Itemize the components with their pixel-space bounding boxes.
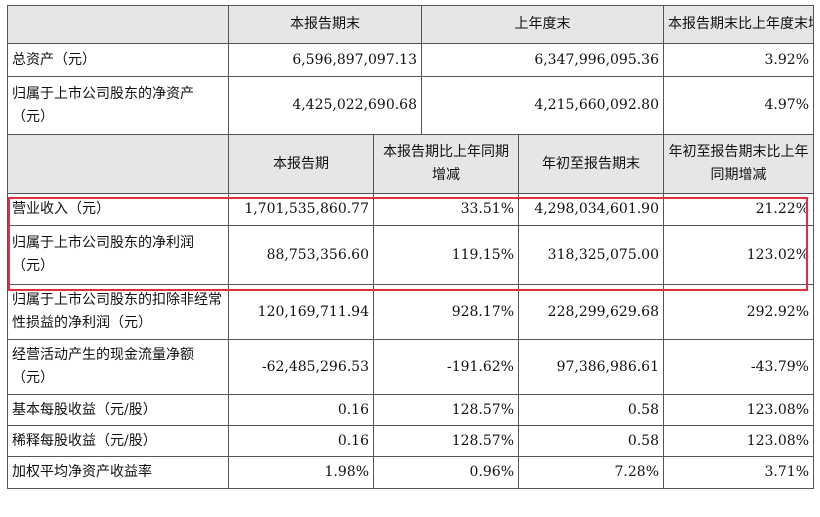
cell-value: 128.57%: [373, 394, 519, 426]
cell-value: 4.97%: [663, 76, 814, 135]
row-label: 总资产（元）: [7, 43, 229, 77]
row-label: 归属于上市公司股东的扣除非经常性损益的净利润（元）: [7, 284, 229, 340]
table-row: 经营活动产生的现金流量净额（元） -62,485,296.53 -191.62%…: [7, 339, 814, 395]
cell-value: 0.58: [518, 425, 664, 457]
cell-value: -43.79%: [663, 339, 814, 395]
table-row: 归属于上市公司股东的净利润（元） 88,753,356.60 119.15% 3…: [7, 225, 814, 285]
header-ytd: 年初至报告期末: [518, 134, 664, 194]
cell-value: 0.58: [518, 394, 664, 426]
row-label: 营业收入（元）: [7, 193, 229, 226]
mid-header-row: 本报告期 本报告期比上年同期增减 年初至报告期末 年初至报告期末比上年同期增减: [7, 134, 814, 194]
empty-header-cell: [7, 134, 229, 194]
cell-value: 292.92%: [663, 284, 814, 340]
row-label: 稀释每股收益（元/股）: [7, 425, 229, 457]
cell-value: 0.16: [228, 394, 374, 426]
cell-value: 120,169,711.94: [228, 284, 374, 340]
cell-value: 228,299,629.68: [518, 284, 664, 340]
row-label: 归属于上市公司股东的净利润（元）: [7, 225, 229, 285]
table-row: 稀释每股收益（元/股） 0.16 128.57% 0.58 123.08%: [7, 425, 814, 457]
cell-value: 3.71%: [663, 456, 814, 489]
table-row: 基本每股收益（元/股） 0.16 128.57% 0.58 123.08%: [7, 394, 814, 426]
table-row: 归属于上市公司股东的扣除非经常性损益的净利润（元） 120,169,711.94…: [7, 284, 814, 340]
cell-value: 4,298,034,601.90: [518, 193, 664, 226]
cell-value: 119.15%: [373, 225, 519, 285]
cell-value: 928.17%: [373, 284, 519, 340]
header-last-year-end: 上年度末: [421, 5, 664, 44]
row-label: 加权平均净资产收益率: [7, 456, 229, 489]
cell-value: 21.22%: [663, 193, 814, 226]
cell-value: 4,215,660,092.80: [421, 76, 664, 135]
table-row: 归属于上市公司股东的净资产（元） 4,425,022,690.68 4,215,…: [7, 76, 814, 135]
row-label: 经营活动产生的现金流量净额（元）: [7, 339, 229, 395]
cell-value: 123.02%: [663, 225, 814, 285]
cell-value: 1,701,535,860.77: [228, 193, 374, 226]
cell-value: 4,425,022,690.68: [228, 76, 422, 135]
header-period-end: 本报告期末: [228, 5, 422, 44]
top-header-row: 本报告期末 上年度末 本报告期末比上年度末增减: [7, 5, 814, 44]
cell-value: 6,347,996,095.36: [421, 43, 664, 77]
empty-header-cell: [7, 5, 229, 44]
cell-value: 128.57%: [373, 425, 519, 457]
cell-value: 1.98%: [228, 456, 374, 489]
cell-value: 0.16: [228, 425, 374, 457]
header-change-vs-last-year-end: 本报告期末比上年度末增减: [663, 5, 814, 44]
cell-value: 123.08%: [663, 425, 814, 457]
table-row: 加权平均净资产收益率 1.98% 0.96% 7.28% 3.71%: [7, 456, 814, 489]
cell-value: 3.92%: [663, 43, 814, 77]
cell-value: 123.08%: [663, 394, 814, 426]
header-current-period: 本报告期: [228, 134, 374, 194]
cell-value: 0.96%: [373, 456, 519, 489]
cell-value: 33.51%: [373, 193, 519, 226]
table-row: 总资产（元） 6,596,897,097.13 6,347,996,095.36…: [7, 43, 814, 77]
cell-value: -62,485,296.53: [228, 339, 374, 395]
row-label: 基本每股收益（元/股）: [7, 394, 229, 426]
header-ytd-change: 年初至报告期末比上年同期增减: [663, 134, 814, 194]
cell-value: 88,753,356.60: [228, 225, 374, 285]
financial-summary-table: 本报告期末 上年度末 本报告期末比上年度末增减 总资产（元） 6,596,897…: [7, 5, 814, 489]
row-label: 归属于上市公司股东的净资产（元）: [7, 76, 229, 135]
cell-value: -191.62%: [373, 339, 519, 395]
cell-value: 318,325,075.00: [518, 225, 664, 285]
header-period-change: 本报告期比上年同期增减: [373, 134, 519, 194]
cell-value: 6,596,897,097.13: [228, 43, 422, 77]
table-row: 营业收入（元） 1,701,535,860.77 33.51% 4,298,03…: [7, 193, 814, 226]
cell-value: 97,386,986.61: [518, 339, 664, 395]
cell-value: 7.28%: [518, 456, 664, 489]
